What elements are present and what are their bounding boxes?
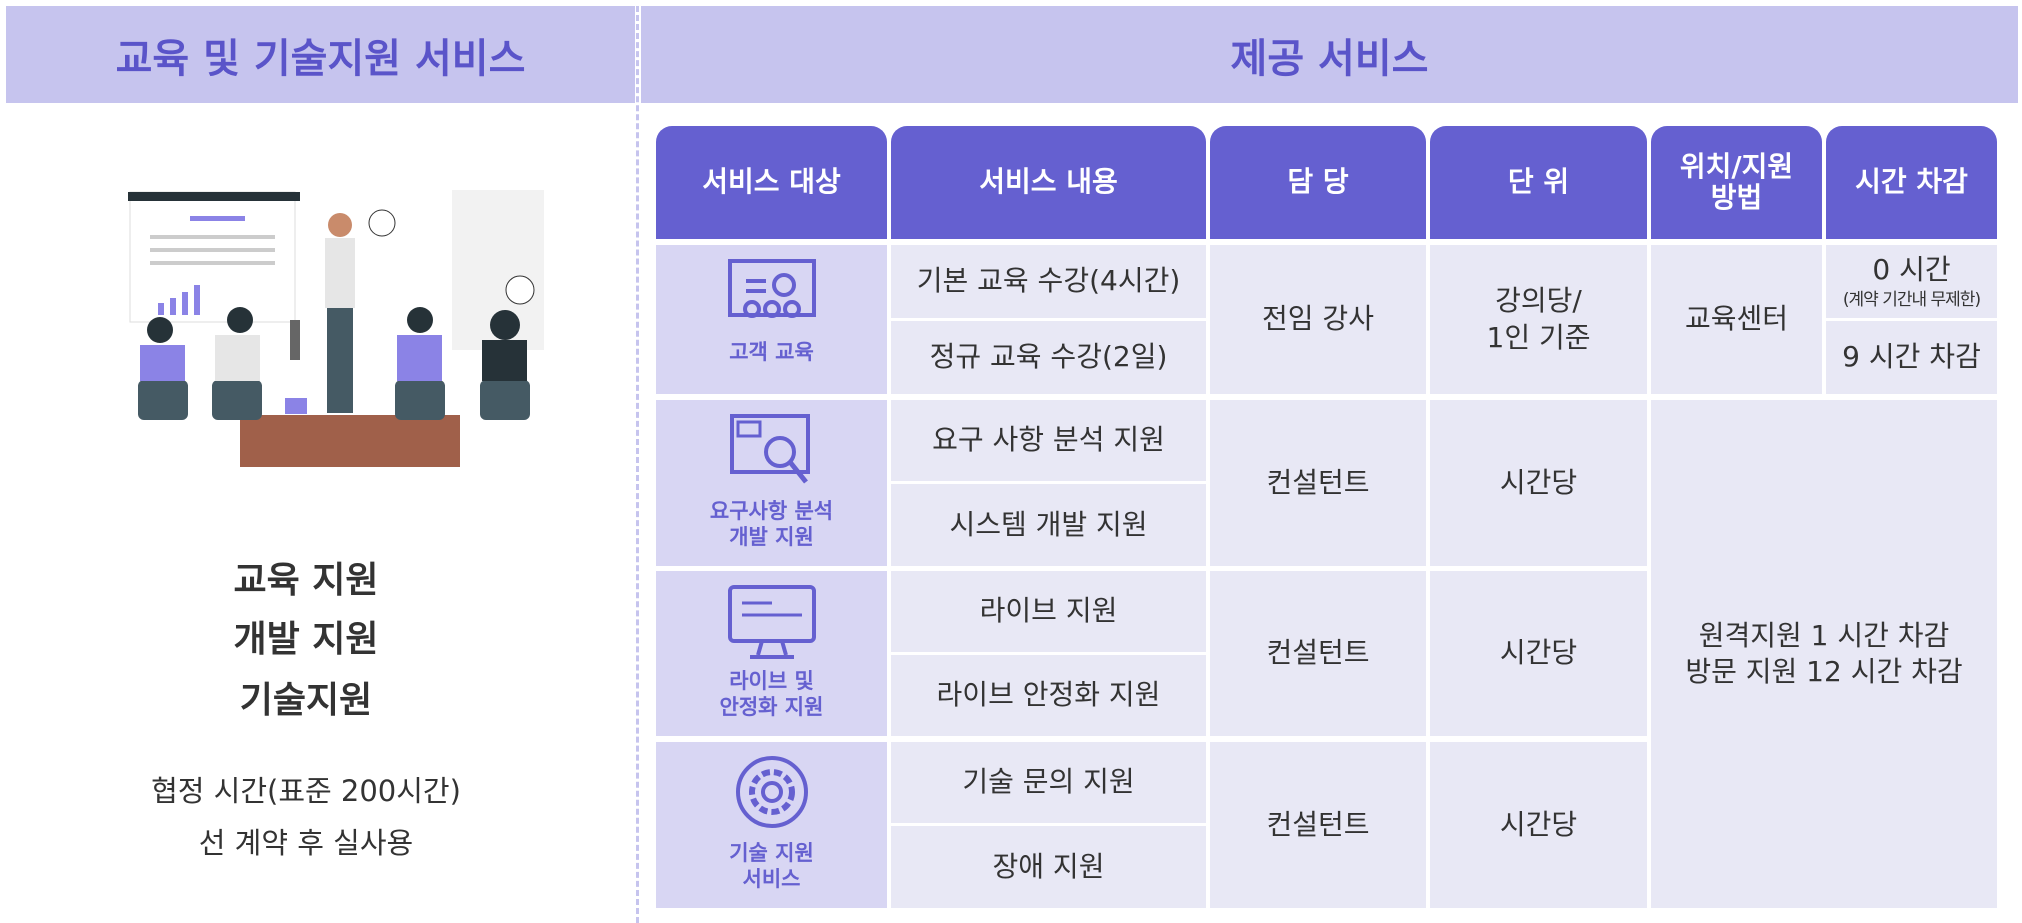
unit-cell: 시간당 xyxy=(1430,400,1647,566)
board-bar xyxy=(194,285,200,315)
left-note: 협정 시간(표준 200시간) xyxy=(151,774,461,808)
time-cell: 9 시간 차감 xyxy=(1826,321,1997,394)
plant xyxy=(290,320,300,360)
column-header: 서비스 대상 xyxy=(656,126,887,239)
target-icon xyxy=(727,259,816,318)
owner-cell: 컨설턴트 xyxy=(1210,742,1426,908)
content-cell: 정규 교육 수강(2일) xyxy=(891,321,1206,394)
content-cell: 기본 교육 수강(4시간) xyxy=(891,245,1206,318)
bubble xyxy=(505,275,535,305)
time-text: 0 시간 xyxy=(1872,253,1951,287)
pot xyxy=(285,398,307,414)
audience xyxy=(138,380,530,420)
divider xyxy=(636,6,639,923)
unit-cell: 시간당 xyxy=(1430,742,1647,908)
target-label: 기술 지원 서비스 xyxy=(729,840,814,891)
content-cell: 라이브 지원 xyxy=(891,571,1206,652)
right-header: 제공 서비스 xyxy=(641,6,2018,103)
remote-cell: 원격지원 1 시간 차감 방문 지원 12 시간 차감 xyxy=(1651,400,1997,908)
owner-cell: 전임 강사 xyxy=(1210,245,1426,394)
column-header: 위치/지원 방법 xyxy=(1651,126,1822,239)
board-top xyxy=(128,192,300,201)
target-label: 고객 교육 xyxy=(729,339,814,364)
audience-heads xyxy=(147,307,520,343)
left-item: 개발 지원 xyxy=(233,619,379,660)
target-cell xyxy=(656,245,887,394)
target-cell xyxy=(656,400,887,566)
target-label: 요구사항 분석 개발 지원 xyxy=(709,498,834,549)
content-cell: 요구 사항 분석 지원 xyxy=(891,400,1206,481)
target-icon xyxy=(735,756,808,828)
speaker-legs xyxy=(327,308,353,413)
column-header: 시간 차감 xyxy=(1826,126,1997,239)
target-icon xyxy=(727,585,816,659)
shirt xyxy=(140,345,185,381)
board xyxy=(129,191,296,323)
board-line xyxy=(190,216,245,221)
illustration xyxy=(128,190,544,467)
shirt xyxy=(397,335,442,381)
stage xyxy=(240,415,460,467)
bubble xyxy=(368,209,396,237)
board-line xyxy=(150,248,275,252)
target-cell xyxy=(656,742,887,908)
speaker-head xyxy=(328,213,352,237)
board-bar xyxy=(182,292,188,315)
unit-cell: 시간당 xyxy=(1430,571,1647,736)
owner-cell: 컨설턴트 xyxy=(1210,400,1426,566)
board-bar xyxy=(158,303,164,315)
shirt xyxy=(482,340,527,381)
time-note: (계약 기간내 무제한) xyxy=(1842,289,1981,310)
board-line xyxy=(150,261,275,265)
left-item: 교육 지원 xyxy=(233,560,379,601)
column-header: 단 위 xyxy=(1430,126,1647,239)
board-line xyxy=(150,235,275,239)
shirt xyxy=(215,335,260,381)
time-text: 9 시간 차감 xyxy=(1842,340,1981,374)
content-cell: 장애 지원 xyxy=(891,826,1206,908)
content-cell: 시스템 개발 지원 xyxy=(891,484,1206,566)
column-header: 서비스 내용 xyxy=(891,126,1206,239)
content-cell: 라이브 안정화 지원 xyxy=(891,655,1206,736)
location-cell: 교육센터 xyxy=(1651,245,1822,394)
target-label: 라이브 및 안정화 지원 xyxy=(719,668,824,719)
content-cell: 기술 문의 지원 xyxy=(891,742,1206,823)
left-item: 기술지원 xyxy=(239,680,373,721)
left-note: 선 계약 후 실사용 xyxy=(198,826,414,860)
owner-cell: 컨설턴트 xyxy=(1210,571,1426,736)
target-icon xyxy=(729,414,810,484)
time-cell: 0 시간 (계약 기간내 무제한) xyxy=(1826,245,1997,318)
unit-cell: 강의당/ 1인 기준 xyxy=(1430,245,1647,394)
speaker-body xyxy=(325,238,355,308)
target-cell xyxy=(656,571,887,736)
left-header: 교육 및 기술지원 서비스 xyxy=(6,6,635,103)
board-bar xyxy=(170,298,176,315)
column-header: 담 당 xyxy=(1210,126,1426,239)
